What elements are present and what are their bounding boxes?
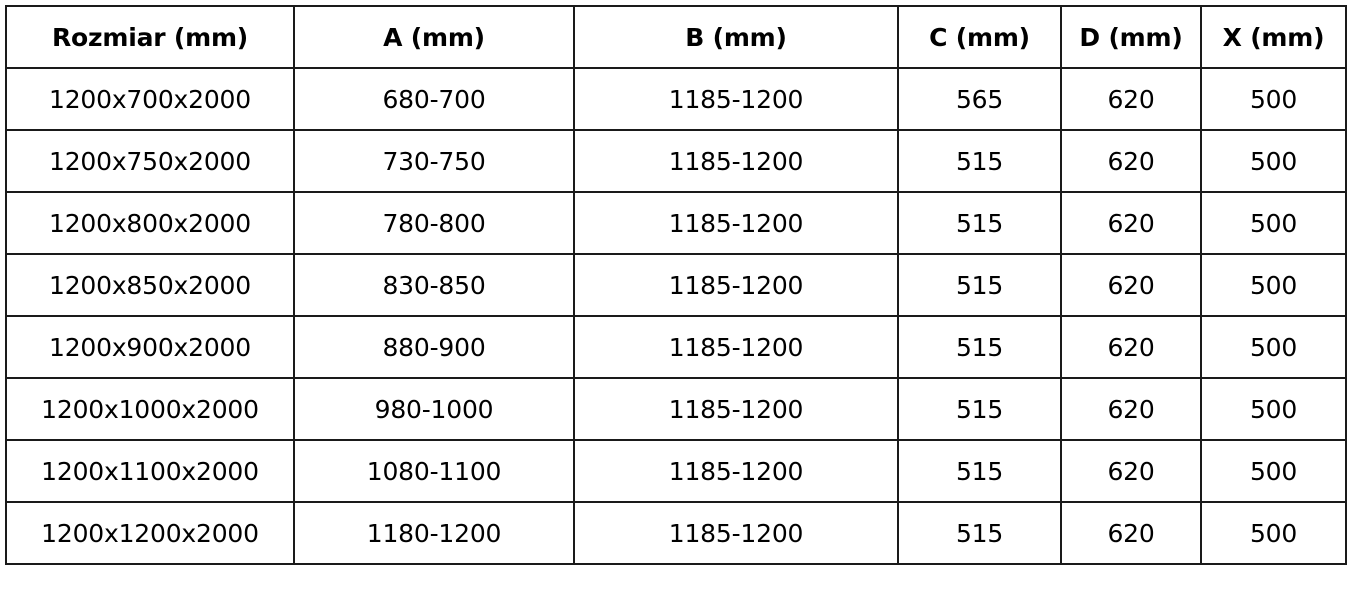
- table-header-row: Rozmiar (mm) A (mm) B (mm) C (mm) D (mm)…: [5, 5, 1347, 69]
- table-row: 1200x1200x2000 1180-1200 1185-1200 515 6…: [5, 501, 1347, 565]
- cell-b: 1185-1200: [573, 315, 899, 379]
- cell-size: 1200x750x2000: [5, 129, 295, 193]
- cell-a: 680-700: [293, 67, 575, 131]
- cell-c: 515: [897, 129, 1062, 193]
- table-row: 1200x850x2000 830-850 1185-1200 515 620 …: [5, 253, 1347, 317]
- cell-a: 730-750: [293, 129, 575, 193]
- cell-x: 500: [1200, 439, 1347, 503]
- cell-c: 515: [897, 501, 1062, 565]
- cell-x: 500: [1200, 315, 1347, 379]
- table-row: 1200x1100x2000 1080-1100 1185-1200 515 6…: [5, 439, 1347, 503]
- cell-d: 620: [1060, 377, 1202, 441]
- cell-a: 780-800: [293, 191, 575, 255]
- cell-d: 620: [1060, 253, 1202, 317]
- table-row: 1200x800x2000 780-800 1185-1200 515 620 …: [5, 191, 1347, 255]
- cell-b: 1185-1200: [573, 501, 899, 565]
- cell-a: 980-1000: [293, 377, 575, 441]
- cell-b: 1185-1200: [573, 129, 899, 193]
- cell-size: 1200x1000x2000: [5, 377, 295, 441]
- cell-x: 500: [1200, 377, 1347, 441]
- cell-a: 1080-1100: [293, 439, 575, 503]
- cell-b: 1185-1200: [573, 253, 899, 317]
- column-header-c: C (mm): [897, 5, 1062, 69]
- cell-d: 620: [1060, 501, 1202, 565]
- cell-d: 620: [1060, 191, 1202, 255]
- table-row: 1200x900x2000 880-900 1185-1200 515 620 …: [5, 315, 1347, 379]
- cell-size: 1200x700x2000: [5, 67, 295, 131]
- cell-a: 1180-1200: [293, 501, 575, 565]
- cell-b: 1185-1200: [573, 377, 899, 441]
- cell-x: 500: [1200, 253, 1347, 317]
- cell-x: 500: [1200, 129, 1347, 193]
- cell-a: 830-850: [293, 253, 575, 317]
- cell-c: 565: [897, 67, 1062, 131]
- cell-x: 500: [1200, 191, 1347, 255]
- cell-d: 620: [1060, 67, 1202, 131]
- table-row: 1200x1000x2000 980-1000 1185-1200 515 62…: [5, 377, 1347, 441]
- column-header-size: Rozmiar (mm): [5, 5, 295, 69]
- column-header-b: B (mm): [573, 5, 899, 69]
- cell-c: 515: [897, 191, 1062, 255]
- cell-b: 1185-1200: [573, 439, 899, 503]
- cell-a: 880-900: [293, 315, 575, 379]
- cell-size: 1200x1200x2000: [5, 501, 295, 565]
- cell-size: 1200x900x2000: [5, 315, 295, 379]
- cell-b: 1185-1200: [573, 191, 899, 255]
- cell-size: 1200x800x2000: [5, 191, 295, 255]
- cell-c: 515: [897, 253, 1062, 317]
- cell-size: 1200x1100x2000: [5, 439, 295, 503]
- cell-size: 1200x850x2000: [5, 253, 295, 317]
- table-header: Rozmiar (mm) A (mm) B (mm) C (mm) D (mm)…: [5, 5, 1347, 69]
- table-row: 1200x700x2000 680-700 1185-1200 565 620 …: [5, 67, 1347, 131]
- column-header-d: D (mm): [1060, 5, 1202, 69]
- table-body: 1200x700x2000 680-700 1185-1200 565 620 …: [5, 67, 1347, 565]
- dimensions-table: Rozmiar (mm) A (mm) B (mm) C (mm) D (mm)…: [5, 5, 1347, 565]
- column-header-x: X (mm): [1200, 5, 1347, 69]
- cell-d: 620: [1060, 129, 1202, 193]
- table-row: 1200x750x2000 730-750 1185-1200 515 620 …: [5, 129, 1347, 193]
- cell-c: 515: [897, 439, 1062, 503]
- cell-c: 515: [897, 377, 1062, 441]
- cell-x: 500: [1200, 501, 1347, 565]
- cell-d: 620: [1060, 439, 1202, 503]
- cell-c: 515: [897, 315, 1062, 379]
- cell-x: 500: [1200, 67, 1347, 131]
- cell-d: 620: [1060, 315, 1202, 379]
- cell-b: 1185-1200: [573, 67, 899, 131]
- column-header-a: A (mm): [293, 5, 575, 69]
